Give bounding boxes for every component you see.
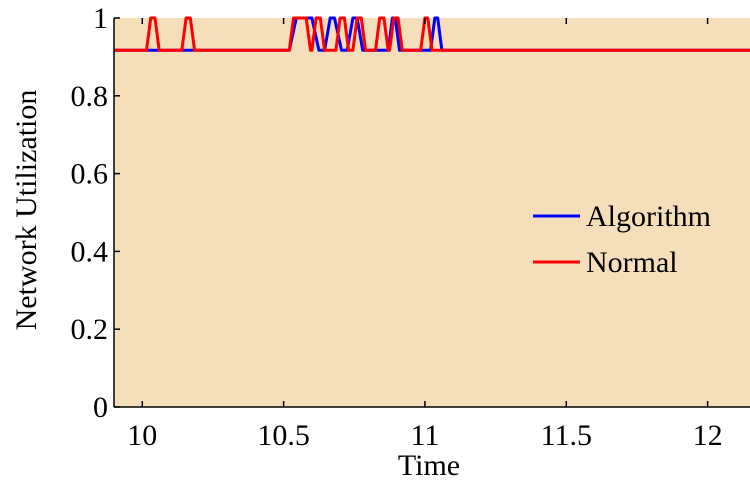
y-tick-label: 0.4 bbox=[71, 235, 109, 268]
y-tick-label: 0.8 bbox=[71, 80, 109, 113]
x-tick-label: 11.5 bbox=[541, 419, 592, 452]
legend: Algorithm Normal bbox=[533, 200, 711, 279]
x-tick-label: 10.5 bbox=[257, 419, 310, 452]
tick-labels: 10 10.5 11 11.5 12 0 0.2 0.4 0.6 0.8 1 bbox=[71, 2, 723, 452]
series-layer bbox=[114, 16, 750, 52]
x-tick-label: 11 bbox=[410, 419, 439, 452]
y-tick-label: 0.2 bbox=[71, 313, 109, 346]
y-tick-label: 0.6 bbox=[71, 158, 109, 191]
x-tick-label: 12 bbox=[693, 419, 723, 452]
legend-label-algorithm: Algorithm bbox=[586, 200, 711, 233]
plot-area bbox=[114, 18, 750, 407]
series-line-normal bbox=[114, 16, 750, 52]
y-tick-label: 0 bbox=[93, 391, 108, 424]
plot-background bbox=[114, 18, 750, 407]
x-axis-title: Time bbox=[398, 449, 460, 482]
x-tick-label: 10 bbox=[127, 419, 157, 452]
y-axis-title: Network Utilization bbox=[10, 90, 43, 331]
legend-label-normal: Normal bbox=[586, 246, 678, 279]
y-tick-label: 1 bbox=[93, 2, 108, 35]
axes bbox=[113, 17, 750, 408]
